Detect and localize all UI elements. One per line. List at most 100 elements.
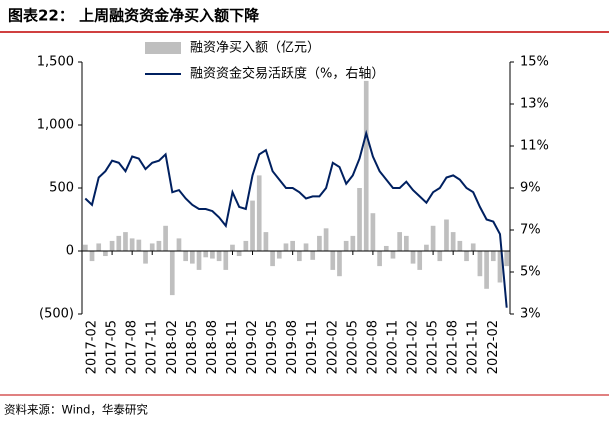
bar <box>276 251 282 259</box>
x-tick-label: 2021-05 <box>426 320 441 374</box>
bar <box>444 219 449 251</box>
bar <box>96 243 102 251</box>
x-tick-label: 2018-11 <box>225 320 240 374</box>
y2-tick-label: 13% <box>520 97 549 112</box>
legend-label: 融资净买入额（亿元） <box>190 41 320 56</box>
x-tick-label: 2018-05 <box>185 320 200 374</box>
bar <box>317 235 322 251</box>
bar <box>484 251 489 289</box>
x-tick-label: 2017-05 <box>105 320 120 374</box>
bar <box>490 251 496 262</box>
x-tick-label: 2020-08 <box>365 320 380 374</box>
x-tick-label: 2022-02 <box>486 320 501 374</box>
source: 资料来源：Wind，华泰研究 <box>4 403 148 417</box>
x-tick-label: 2019-08 <box>285 320 300 374</box>
bar <box>310 251 316 260</box>
y2-tick-label: 11% <box>520 139 549 154</box>
bar <box>149 243 155 251</box>
bar <box>129 238 135 251</box>
bar <box>330 251 336 270</box>
x-tick-label: 2018-02 <box>165 320 180 374</box>
bar <box>337 251 342 277</box>
bar <box>390 251 396 259</box>
bar <box>417 251 423 270</box>
x-tick-label: 2018-08 <box>205 320 220 374</box>
bar <box>216 251 222 262</box>
legend-swatch <box>145 42 181 54</box>
y-tick-label: 1,000 <box>37 118 74 133</box>
bar <box>236 251 242 257</box>
bar <box>343 240 349 251</box>
bar <box>176 238 182 251</box>
bar <box>464 251 469 262</box>
bar <box>196 251 202 270</box>
bar <box>203 251 209 258</box>
bar <box>263 232 269 251</box>
bar <box>410 251 416 264</box>
bar <box>350 235 356 251</box>
bar <box>450 232 456 251</box>
y2-tick-label: 7% <box>520 223 541 238</box>
bar <box>297 251 302 262</box>
x-tick-label: 2017-08 <box>125 320 140 374</box>
bar <box>283 243 289 251</box>
bar <box>470 243 476 251</box>
bar <box>83 244 88 251</box>
bar <box>270 251 275 267</box>
bar <box>230 244 235 251</box>
bar <box>437 251 443 262</box>
bar <box>210 251 215 259</box>
bar <box>424 244 429 251</box>
bar <box>303 243 309 251</box>
chart-title: 图表22： 上周融资资金净买入额下降 <box>8 7 260 25</box>
x-tick-label: 2017-11 <box>145 320 160 374</box>
y2-tick-label: 3% <box>520 307 541 322</box>
x-tick-label: 2021-02 <box>406 320 421 374</box>
y2-tick-label: 9% <box>520 181 541 196</box>
bar <box>136 239 142 251</box>
bar <box>323 228 329 251</box>
bar <box>383 245 389 251</box>
y2-tick-label: 5% <box>520 265 541 280</box>
bar <box>457 240 463 251</box>
x-tick-label: 2021-11 <box>466 320 481 374</box>
bar <box>243 240 249 251</box>
legend-label: 融资资金交易活跃度（%，右轴） <box>190 66 384 82</box>
x-tick-label: 2019-05 <box>265 320 280 374</box>
bar <box>190 251 195 264</box>
bar <box>103 251 108 257</box>
y-tick-label: 0 <box>66 244 74 259</box>
x-tick-label: 2020-05 <box>345 320 360 374</box>
y-tick-label: 500 <box>49 181 74 196</box>
bar <box>357 188 362 251</box>
bar <box>163 225 168 251</box>
bar <box>169 251 175 296</box>
y2-tick-label: 15% <box>520 55 549 70</box>
bar <box>156 240 162 251</box>
bar <box>223 251 229 270</box>
bar <box>143 251 148 264</box>
bar <box>497 251 503 283</box>
bar <box>363 80 369 252</box>
bar <box>377 251 382 267</box>
x-tick-label: 2019-11 <box>305 320 320 374</box>
x-tick-label: 2017-02 <box>85 320 100 374</box>
bar <box>183 251 188 262</box>
line <box>84 129 508 308</box>
bar <box>370 213 376 251</box>
bar <box>404 235 409 251</box>
bar <box>477 251 483 277</box>
bar <box>89 251 95 262</box>
bar <box>250 200 255 251</box>
bar <box>504 251 509 267</box>
bar <box>116 235 122 251</box>
bar <box>256 175 262 251</box>
x-tick-label: 2021-08 <box>446 320 461 374</box>
bar <box>397 232 402 251</box>
bar <box>123 232 128 251</box>
x-tick-label: 2020-02 <box>325 320 340 374</box>
bar <box>290 240 295 251</box>
bar <box>430 225 436 251</box>
x-tick-label: 2019-02 <box>245 320 260 374</box>
